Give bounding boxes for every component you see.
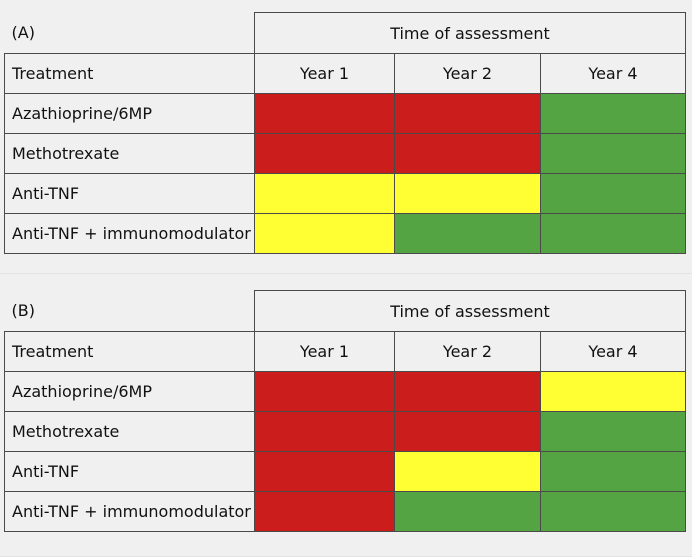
table-row: Methotrexate — [4, 133, 686, 174]
time-of-assessment-header: Time of assessment — [254, 290, 686, 332]
status-cell — [540, 451, 686, 492]
column-header-row: Treatment Year 1 Year 2 Year 4 — [4, 53, 686, 94]
status-cell — [540, 371, 686, 412]
column-header-year-1: Year 1 — [254, 331, 395, 372]
table-row: Methotrexate — [4, 411, 686, 452]
treatment-label: Azathioprine/6MP — [4, 371, 255, 412]
treatment-label: Azathioprine/6MP — [4, 93, 255, 134]
treatment-label: Anti-TNF — [4, 173, 255, 214]
status-cell — [254, 93, 395, 134]
status-cell — [394, 451, 541, 492]
status-cell — [394, 213, 541, 254]
table-row: Anti-TNF + immunomodulator — [4, 213, 686, 254]
status-cell — [254, 411, 395, 452]
table-row: Anti-TNF + immunomodulator — [4, 491, 686, 532]
status-cell — [540, 93, 686, 134]
status-cell — [540, 411, 686, 452]
treatment-label: Anti-TNF — [4, 451, 255, 492]
status-cell — [254, 371, 395, 412]
column-header-year-1: Year 1 — [254, 53, 395, 94]
assessment-table-a: (A) Time of assessment Treatment Year 1 … — [4, 12, 686, 254]
panel-label: (A) — [4, 12, 255, 54]
status-cell — [254, 133, 395, 174]
column-header-year-2: Year 2 — [394, 53, 541, 94]
status-cell — [394, 133, 541, 174]
column-header-year-4: Year 4 — [540, 53, 686, 94]
status-cell — [394, 173, 541, 214]
status-cell — [394, 93, 541, 134]
treatment-label: Methotrexate — [4, 411, 255, 452]
assessment-table-b: (B) Time of assessment Treatment Year 1 … — [4, 290, 686, 532]
table-panel-a: (A) Time of assessment Treatment Year 1 … — [4, 12, 686, 254]
treatment-label: Methotrexate — [4, 133, 255, 174]
status-cell — [394, 491, 541, 532]
status-cell — [394, 371, 541, 412]
status-cell — [254, 173, 395, 214]
treatment-header: Treatment — [4, 53, 255, 94]
status-cell — [254, 213, 395, 254]
table-row: Anti-TNF — [4, 173, 686, 214]
treatment-label: Anti-TNF + immunomodulator — [4, 213, 255, 254]
status-cell — [540, 173, 686, 214]
panel-label: (B) — [4, 290, 255, 332]
column-header-row: Treatment Year 1 Year 2 Year 4 — [4, 331, 686, 372]
status-cell — [254, 451, 395, 492]
table-row: Azathioprine/6MP — [4, 371, 686, 412]
table-row: Azathioprine/6MP — [4, 93, 686, 134]
column-header-year-2: Year 2 — [394, 331, 541, 372]
divider — [0, 273, 692, 274]
header-row: (B) Time of assessment — [4, 290, 686, 332]
status-cell — [394, 411, 541, 452]
time-of-assessment-header: Time of assessment — [254, 12, 686, 54]
status-cell — [540, 133, 686, 174]
treatment-header: Treatment — [4, 331, 255, 372]
status-cell — [254, 491, 395, 532]
header-row: (A) Time of assessment — [4, 12, 686, 54]
status-cell — [540, 491, 686, 532]
status-cell — [540, 213, 686, 254]
table-panel-b: (B) Time of assessment Treatment Year 1 … — [4, 290, 686, 532]
treatment-label: Anti-TNF + immunomodulator — [4, 491, 255, 532]
table-row: Anti-TNF — [4, 451, 686, 492]
column-header-year-4: Year 4 — [540, 331, 686, 372]
